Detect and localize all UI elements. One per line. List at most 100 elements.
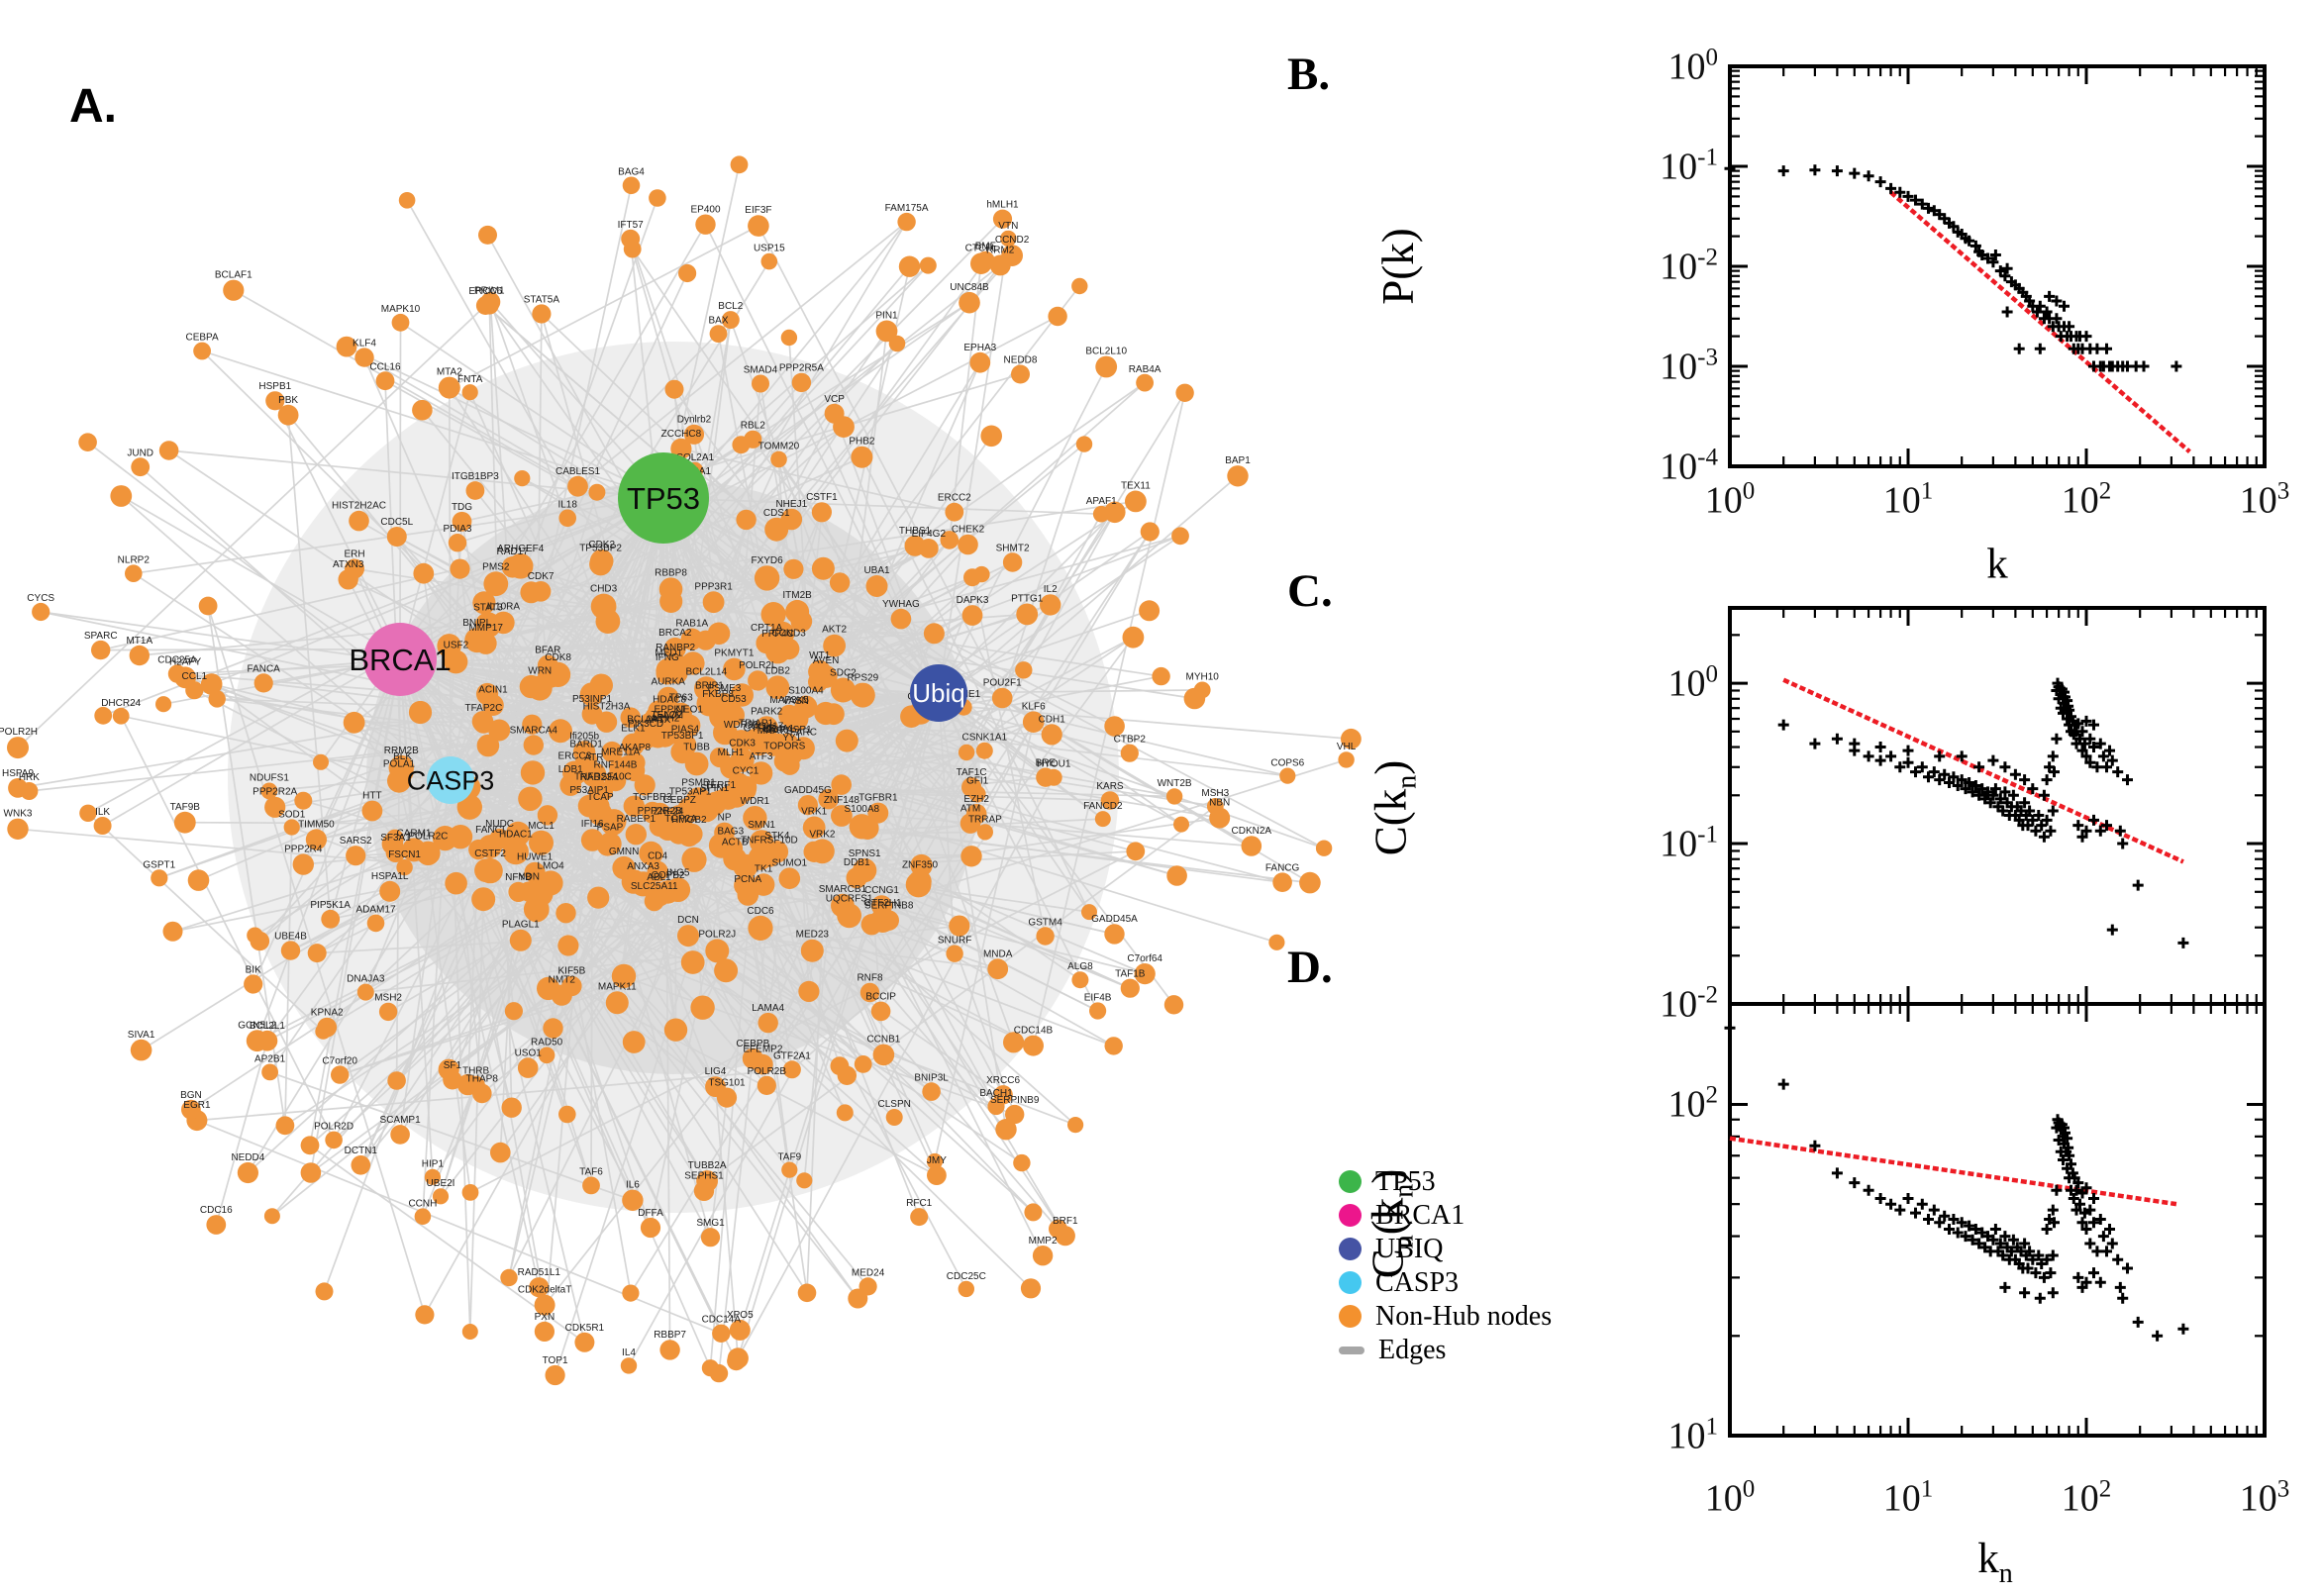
plot-d-x-tick: 100 [1704, 1475, 1756, 1520]
network-node [796, 1172, 813, 1189]
network-node [354, 348, 374, 367]
casp3-hub-icon [1339, 1271, 1362, 1294]
network-node [461, 1184, 479, 1201]
network-node-label: ERCC3 [557, 751, 591, 762]
network-node [1104, 716, 1125, 737]
network-node-label: CDK8 [545, 652, 571, 663]
plot-b-y-tick: 10-3 [1660, 344, 1718, 388]
network-node-label: SEPHS1 [684, 1171, 724, 1182]
network-node [681, 651, 705, 675]
network-node [733, 853, 758, 879]
network-node [782, 1060, 801, 1079]
network-node-label: RAD23A [580, 772, 619, 783]
network-node-label: PXN [535, 1312, 556, 1323]
network-node-label: NDUFS1 [250, 773, 289, 784]
network-node-label: GTF2B [744, 724, 776, 735]
network-node [187, 869, 210, 891]
network-node [854, 1055, 872, 1073]
network-node [1104, 501, 1126, 524]
network-node [522, 714, 543, 735]
network-node-label: TP53BP1 [661, 731, 704, 742]
network-node-label: GFI1 [966, 776, 989, 787]
network-node-label: PPP2R5A [779, 363, 824, 374]
network-node [448, 534, 467, 552]
network-node-label: ZNF350 [902, 860, 939, 871]
network-node [181, 1099, 201, 1120]
plot-b-y-tick: 100 [1667, 44, 1719, 88]
network-node [1022, 711, 1045, 733]
network-node-label: PPP2R4 [284, 844, 323, 854]
network-node-label: PPP4C [761, 629, 794, 640]
network-node [714, 958, 739, 983]
network-node [1089, 1002, 1107, 1020]
network-node-label: BAX [708, 315, 728, 326]
network-node [752, 374, 769, 393]
network-node-label: CDK5R1 [565, 1323, 605, 1334]
network-node-label: HSPA1L [371, 871, 409, 882]
network-node [1015, 661, 1033, 679]
network-node-label: SMARCB1 [819, 884, 867, 895]
network-node [588, 795, 610, 818]
network-node-label: WNT2B [1158, 778, 1192, 789]
plot-c-y-axis-title: C(kn) [1365, 759, 1423, 856]
network-node [808, 671, 829, 692]
network-node-label: TOP1 [543, 1355, 568, 1366]
network-node-label: ZNF148 [824, 795, 860, 806]
network-node-label: Ifi205b [569, 731, 599, 742]
network-node-label: RRM2B [384, 746, 419, 756]
network-node [1183, 687, 1206, 710]
network-node [1279, 767, 1296, 784]
network-node [438, 376, 460, 399]
network-node-label: JUND [127, 448, 153, 458]
network-node [561, 975, 582, 997]
network-node-label: PDIA3 [444, 524, 472, 535]
network-node [472, 591, 496, 615]
network-node [1125, 490, 1147, 513]
network-node [1003, 1032, 1025, 1053]
network-node [734, 873, 758, 897]
network-node [830, 677, 856, 703]
network-graph: P53INP1 P53AIP1 TFAP2C PLAGL1 LDB1 LDB2 JMY LMO… [0, 155, 1362, 1386]
network-node [1152, 666, 1170, 686]
network-node-label: BRCA2 [658, 628, 692, 639]
network-node [461, 1324, 478, 1340]
network-node [625, 824, 647, 846]
network-node-label: TELO2 [651, 710, 682, 721]
network-node [856, 817, 879, 840]
network-node [7, 737, 29, 759]
network-node [396, 858, 413, 876]
network-node-label: PPP2R2A [252, 787, 297, 798]
network-node-label: Dynlrb2 [677, 415, 712, 426]
plot-c-y-tick: 100 [1667, 660, 1719, 705]
network-node [780, 329, 798, 347]
network-node-label: PIN1 [875, 311, 898, 322]
network-node [798, 980, 820, 1003]
network-node [890, 608, 912, 630]
network-node [520, 760, 546, 785]
network-node-label: SARS2 [340, 836, 372, 847]
network-node [712, 1324, 731, 1344]
network-node-label: STK4 [764, 831, 789, 842]
network-node [776, 733, 799, 755]
network-node-label: CDC14B [1014, 1026, 1054, 1037]
network-node-label: GADD45A [1091, 914, 1138, 925]
network-node [1165, 788, 1183, 805]
network-node [1095, 355, 1118, 378]
plot-panel-c [1728, 606, 2267, 1006]
network-node [700, 1228, 721, 1247]
network-node-label: CDK3 [729, 739, 756, 749]
network-node [848, 1288, 868, 1309]
network-node-label: VCP [824, 394, 845, 405]
network-node [514, 470, 531, 487]
network-node [461, 384, 478, 401]
network-node-label: SUMO1 [772, 857, 808, 868]
network-node-label: hMLH1 [986, 200, 1019, 211]
network-node [730, 155, 749, 174]
network-node-label: TRRAP [968, 814, 1002, 825]
network-node-label: ZCCHC8 [661, 429, 702, 440]
network-node [1049, 1219, 1067, 1239]
network-node [1067, 1117, 1084, 1134]
network-node-label: IFNG [656, 652, 679, 663]
network-node-label: C7orf20 [322, 1055, 357, 1066]
network-node [595, 609, 621, 634]
